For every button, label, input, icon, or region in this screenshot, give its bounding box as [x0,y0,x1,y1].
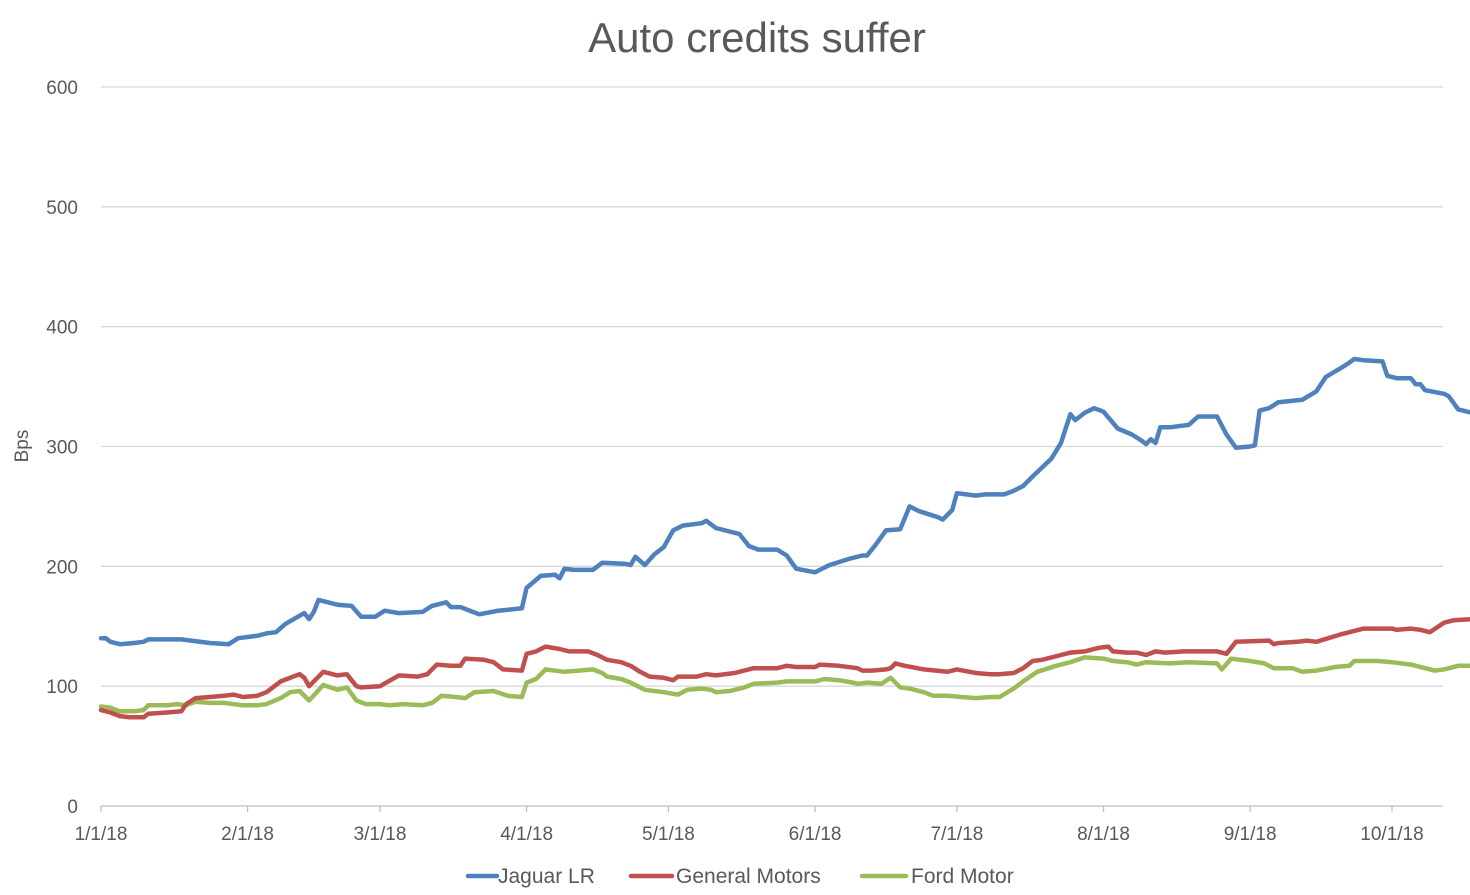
gridlines [101,86,1443,687]
legend: Jaguar LR General Motors Ford Motor [465,865,1014,888]
x-axis: 1/1/18 2/1/18 3/1/18 4/1/18 5/1/18 6/1/18 7/1/… [75,805,1443,845]
y-tick-label: 200 [46,557,78,578]
x-tick-label: 4/1/18 [500,824,553,845]
series-line-ford-motor [98,655,1470,714]
y-tick-label: 400 [46,318,78,339]
y-axis-ticks: 0 100 200 300 400 500 600 [46,78,78,818]
x-tick-label: 3/1/18 [354,824,407,845]
x-tick-label: 10/1/18 [1360,824,1423,845]
y-tick-label: 0 [67,797,78,818]
y-tick-label: 300 [46,438,78,459]
x-tick-label: 9/1/18 [1224,824,1277,845]
chart-title: Auto credits suffer [588,14,926,61]
series-line-general-motors [98,616,1470,720]
series-line-jaguar-lr [98,356,1470,647]
y-tick-label: 600 [46,78,78,99]
x-tick-label: 5/1/18 [642,824,695,845]
x-tick-label: 6/1/18 [789,824,842,845]
legend-item: Ford Motor [859,865,1014,888]
legend-label: General Motors [676,865,821,888]
x-tick-label: 8/1/18 [1077,824,1130,845]
series-lines [98,356,1470,720]
x-tick-label: 7/1/18 [931,824,984,845]
y-tick-label: 500 [46,198,78,219]
y-axis-title: Bps [12,430,33,463]
x-tick-label: 1/1/18 [75,824,128,845]
y-tick-label: 100 [46,677,78,698]
legend-item: Jaguar LR [465,865,595,888]
legend-label: Jaguar LR [498,865,595,888]
legend-item: General Motors [628,865,821,888]
legend-label: Ford Motor [911,865,1014,888]
x-tick-label: 2/1/18 [221,824,274,845]
